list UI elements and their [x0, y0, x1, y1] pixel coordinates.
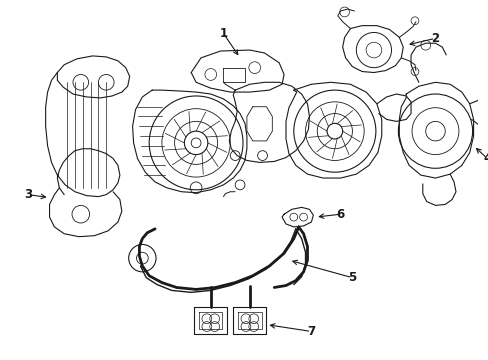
Text: 4: 4 [482, 152, 488, 165]
Text: 6: 6 [336, 208, 344, 221]
Text: 7: 7 [306, 325, 315, 338]
Text: 2: 2 [430, 32, 439, 45]
Text: 1: 1 [219, 27, 227, 40]
Text: 5: 5 [347, 271, 356, 284]
Text: 3: 3 [24, 188, 32, 201]
